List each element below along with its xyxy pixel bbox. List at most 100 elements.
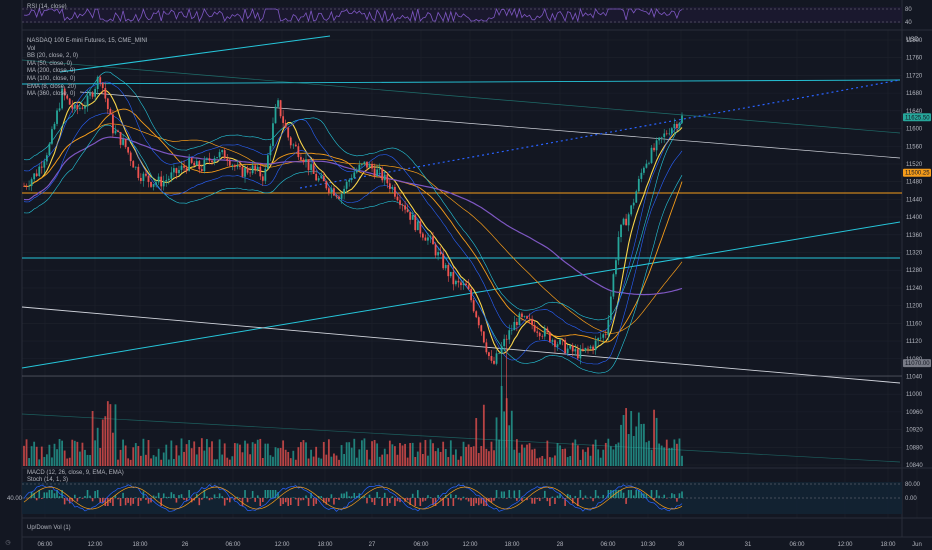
macd-bar [470,498,472,506]
macd-bar [183,498,185,500]
price-axis[interactable]: 11800 11760 11720 11680 11640 11600 11560 11520… [906,38,923,469]
macd-bar [632,495,635,498]
candle-body [162,181,165,187]
legend-item-ma100[interactable]: MA (100, close, 0) [27,75,76,82]
candle-body [145,173,147,176]
candle-body [350,178,353,180]
candle-body [139,177,142,181]
candle-body [206,158,208,160]
macd-bar [394,498,396,506]
macd-bar [378,497,381,498]
candle-body [170,172,173,179]
candle-body [650,147,653,163]
candle-body [56,110,58,124]
candle-body [28,185,30,187]
candle-body [132,161,135,168]
legend-item-ma360[interactable]: MA (360, close, 0) [27,91,76,98]
macd-bar [526,498,528,501]
price-candles[interactable] [23,74,683,461]
macd-bar [411,493,414,498]
macd-bar [234,498,236,500]
candle-body [96,77,99,89]
legend-item-bb[interactable]: BB (20, close, 2, 0) [27,53,79,60]
macd-bar [475,498,478,504]
macd-pane[interactable]: 80.00 40.00 0.00 [7,482,921,514]
candle-body [574,349,577,352]
volume-bar [615,444,617,466]
candle-body [99,77,102,83]
volume-bar [645,442,648,466]
candle-body [292,144,295,146]
macd-bar [467,498,470,502]
candle-body [366,161,368,168]
volume-bar [429,439,432,466]
legend-item-vol[interactable]: Vol [27,45,36,52]
macd-bar [660,497,663,498]
volume-bar [465,446,467,466]
candle-body [642,167,645,173]
macd-bar [48,490,51,498]
price-tick-label: 10880 [906,445,923,451]
volume-bar [104,416,107,466]
price-tick-label: 11200 [906,304,923,310]
rsi-line [23,7,683,23]
volume-bar [612,449,615,466]
macd-bar [437,494,439,498]
volume-bar [658,443,661,466]
volume-bar [419,442,422,466]
price-tick-label: 11520 [906,162,923,168]
candle-body [617,237,620,261]
volume-bar [622,414,625,466]
volume-bar [218,439,221,466]
pane-separators [21,0,932,550]
macd-bar [30,491,33,498]
candle-body [134,166,137,168]
candle-body [503,338,506,347]
macd-bar [495,490,498,498]
macd-bar [676,498,678,502]
volume-bar [160,459,163,466]
macd-bar [91,498,94,502]
macd-bar [544,490,546,498]
candle-body [490,356,493,361]
rsi-pane[interactable]: 80 40 [22,7,912,26]
macd-bar [221,496,223,498]
macd-bar [368,494,371,498]
candle-body [241,166,244,177]
volume-bar [404,443,406,466]
candle-body [538,332,541,337]
candle-body [289,137,292,146]
candle-body [345,181,348,189]
volume-bar [145,454,147,466]
macd-bar [566,493,569,498]
macd-bar [262,498,264,502]
macd-histogram [23,490,683,506]
volume-bar [668,448,671,466]
time-axis[interactable]: 06:00 12:00 18:00 26 06:00 12:00 18:00 27 06:00 1… [37,542,921,548]
candle-body [409,212,412,220]
volume-bar [96,427,99,466]
macd-bar [127,498,129,503]
volume-bar [457,459,460,466]
macd-bar [38,490,41,498]
candle-body [84,106,86,109]
volume-bar [460,456,462,466]
macd-bar [310,492,312,498]
legend-item-ma200[interactable]: MA (200, close, 0) [27,68,76,75]
symbol-title[interactable]: NASDAQ 100 E-mini Futures, 15, CME_MINI [27,38,148,44]
volume-bar [142,438,145,466]
macd-bar [279,498,282,506]
candle-body [569,345,572,349]
legend-item-ma50[interactable]: MA (50, close, 0) [27,60,73,67]
candle-body [559,339,561,345]
candle-body [493,360,495,364]
timezone-icon[interactable]: ◷ [5,540,11,546]
volume-bar [607,438,610,466]
macd-bar [594,490,597,498]
volume-bar [439,451,442,466]
candle-body [89,93,91,96]
macd-bar [582,498,584,500]
legend-item-ema8[interactable]: EMA (8, close, 20) [27,83,77,90]
candle-body [460,282,462,286]
